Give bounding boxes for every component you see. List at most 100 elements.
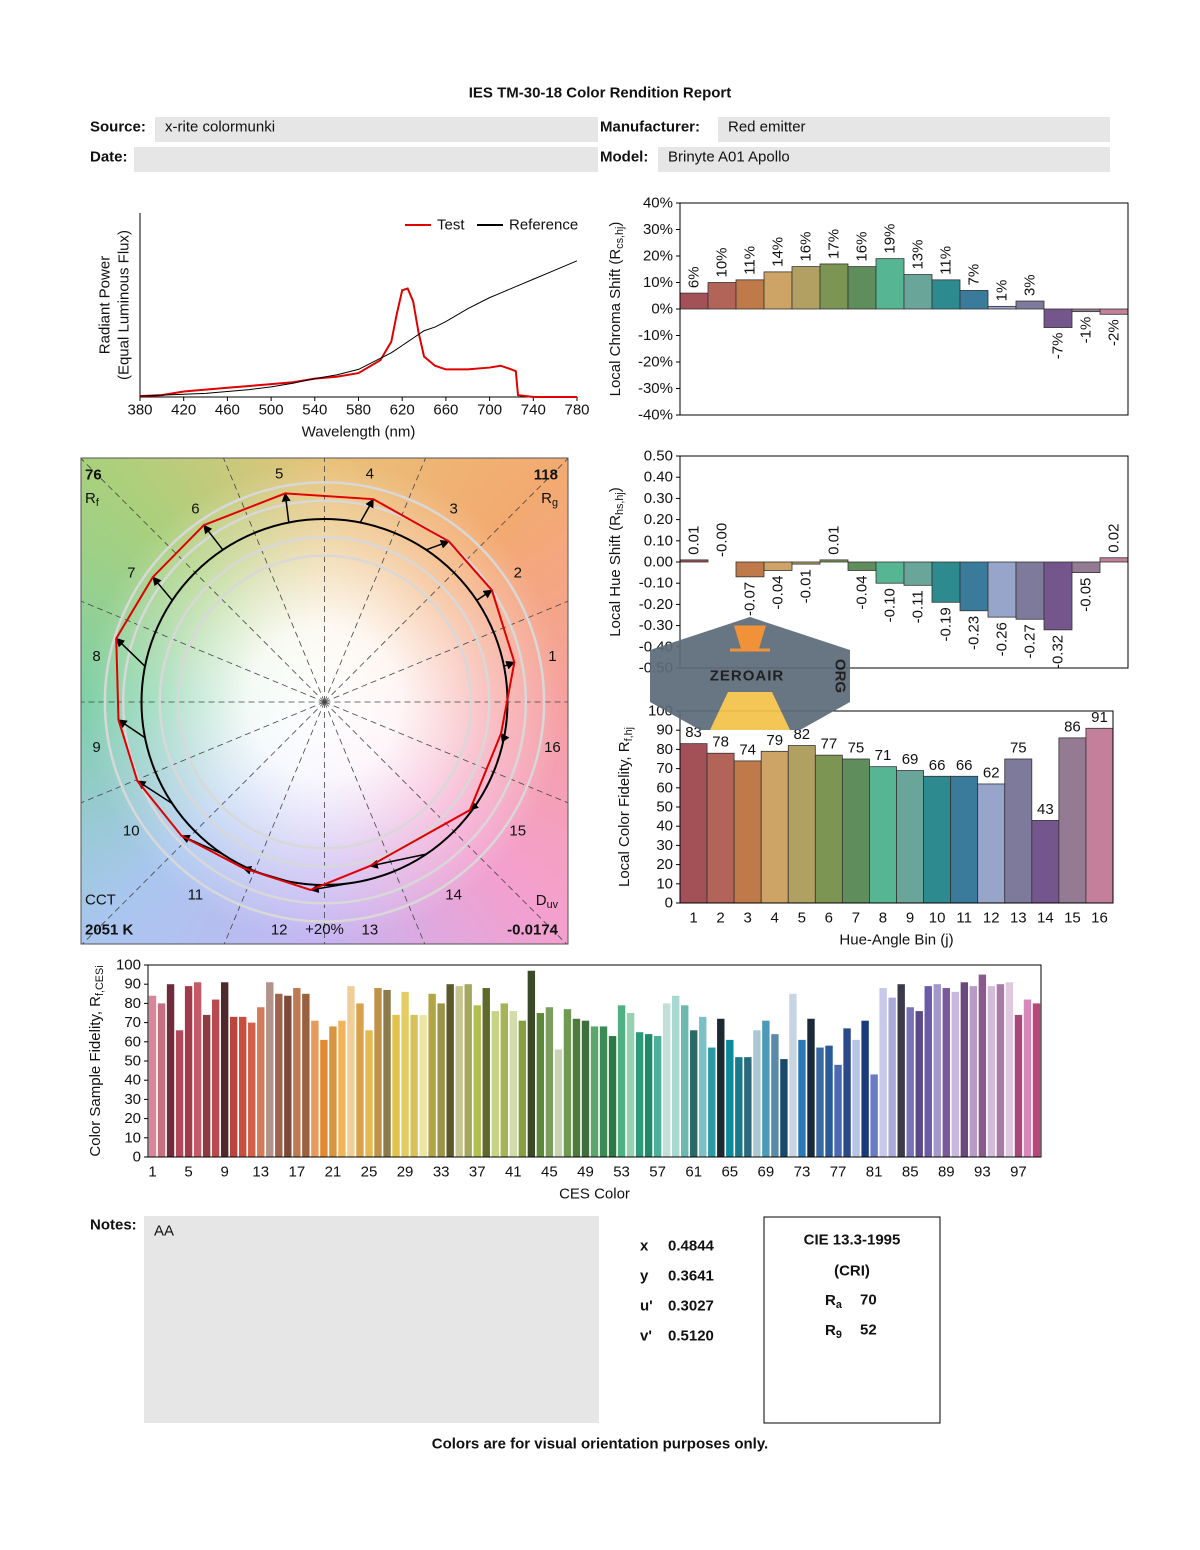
bar bbox=[166, 984, 175, 1157]
footer: Colors are for visual orientation purpos… bbox=[432, 1436, 768, 1453]
label-part: ) bbox=[607, 222, 624, 227]
duv-value: -0.0174 bbox=[507, 922, 559, 939]
x-tick-label: 45 bbox=[541, 1164, 558, 1181]
value-label: 69 bbox=[902, 751, 919, 768]
field-label: Source: bbox=[90, 119, 146, 136]
field-value: Red emitter bbox=[728, 119, 806, 136]
x-tick-label: 13 bbox=[252, 1164, 269, 1181]
bar bbox=[923, 775, 952, 904]
label-part: R bbox=[825, 1322, 836, 1339]
bin-label: 16 bbox=[544, 739, 561, 756]
value-label: 82 bbox=[793, 726, 810, 743]
y-tick-label: 10 bbox=[124, 1129, 141, 1146]
x-tick-label: 780 bbox=[564, 402, 589, 419]
bar bbox=[717, 1018, 725, 1157]
label-part: f,CESi bbox=[94, 965, 106, 996]
bar bbox=[875, 258, 905, 310]
bar bbox=[950, 775, 979, 904]
field-box bbox=[134, 147, 598, 172]
bin-label: 3 bbox=[449, 500, 457, 517]
bar bbox=[726, 1039, 734, 1157]
shift-arrow bbox=[136, 780, 173, 805]
bar bbox=[977, 783, 1006, 904]
bin-label: 7 bbox=[127, 564, 135, 581]
watermark-road bbox=[710, 692, 790, 730]
colorimetry-value: 0.4844 bbox=[668, 1238, 715, 1255]
y-tick-label: 0.10 bbox=[644, 532, 673, 549]
y-tick-label: 40% bbox=[643, 195, 673, 212]
bar bbox=[662, 1003, 671, 1157]
label-part: R bbox=[541, 490, 552, 507]
x-tick-label: 700 bbox=[477, 402, 502, 419]
field-value: x-rite colormunki bbox=[165, 119, 275, 136]
x-tick-label: 11 bbox=[956, 910, 972, 927]
value-label: 74 bbox=[739, 741, 756, 758]
value-label: 17% bbox=[826, 229, 843, 259]
value-label: 78 bbox=[712, 734, 729, 751]
bar bbox=[978, 974, 987, 1157]
bar bbox=[875, 561, 905, 584]
bin-label: 12 bbox=[271, 921, 288, 938]
value-label: -0.04 bbox=[770, 575, 787, 609]
bar bbox=[1014, 1014, 1023, 1157]
cct-label: CCT bbox=[85, 892, 116, 909]
value-label: -0.10 bbox=[882, 588, 899, 622]
bar bbox=[763, 561, 793, 571]
bar bbox=[1005, 982, 1014, 1157]
y-tick-label: 50 bbox=[656, 799, 673, 816]
bar bbox=[554, 1049, 563, 1157]
x-tick-label: 9 bbox=[220, 1164, 228, 1181]
x-tick-label: 5 bbox=[798, 910, 806, 927]
y-tick-label: 0% bbox=[651, 301, 673, 318]
x-tick-label: 12 bbox=[983, 910, 1000, 927]
value-label: 75 bbox=[1010, 740, 1027, 757]
bar bbox=[869, 766, 897, 904]
x-tick-label: 500 bbox=[259, 402, 284, 419]
y-tick-label: 20 bbox=[124, 1110, 141, 1127]
colorimetry-value: 0.3027 bbox=[668, 1298, 714, 1315]
x-tick-label: 9 bbox=[906, 910, 914, 927]
bar bbox=[679, 559, 709, 563]
x-tick-label: 460 bbox=[215, 402, 240, 419]
bar bbox=[931, 279, 961, 310]
bar bbox=[401, 991, 409, 1157]
x-tick-label: 380 bbox=[127, 402, 152, 419]
bin-label: 15 bbox=[509, 823, 526, 840]
label-part: 9 bbox=[836, 1329, 842, 1341]
bar bbox=[852, 1039, 860, 1157]
bar bbox=[590, 1026, 599, 1157]
value-label: -0.04 bbox=[854, 575, 871, 609]
bar bbox=[608, 1036, 617, 1157]
cri-box bbox=[763, 1216, 941, 1424]
bar bbox=[626, 1013, 635, 1157]
bin-divider bbox=[81, 701, 325, 944]
y-tick-label: -20% bbox=[638, 354, 673, 371]
field-box bbox=[658, 147, 1110, 172]
rg-label: Rg bbox=[541, 490, 558, 510]
rf-label: Rf bbox=[85, 490, 100, 510]
bar bbox=[239, 1016, 247, 1157]
bar bbox=[383, 989, 391, 1157]
y-tick-label: -10% bbox=[638, 327, 673, 344]
bar bbox=[1085, 727, 1114, 904]
value-label: 6% bbox=[686, 266, 703, 288]
value-label: -0.19 bbox=[938, 607, 955, 641]
y-tick-label: 90 bbox=[656, 722, 673, 739]
label-part: Local Chroma Shift (R bbox=[607, 249, 624, 397]
series-line bbox=[139, 287, 577, 398]
bar bbox=[771, 1034, 779, 1157]
cri-item-label: R9 bbox=[825, 1322, 842, 1342]
bar bbox=[735, 1057, 743, 1157]
bin-label: 11 bbox=[188, 887, 204, 904]
shift-arrow bbox=[503, 661, 516, 670]
label-part: hs,hj bbox=[614, 492, 626, 515]
bar bbox=[392, 1014, 400, 1157]
shift-arrow bbox=[115, 637, 146, 667]
bar bbox=[284, 995, 292, 1157]
bin-divider bbox=[223, 701, 325, 944]
bar bbox=[338, 1020, 346, 1157]
cri-subtitle: (CRI) bbox=[834, 1263, 870, 1280]
x-axis-label: Wavelength (nm) bbox=[302, 424, 416, 441]
bar bbox=[464, 984, 472, 1157]
y-axis-label: Color Sample Fidelity, Rf,CESi bbox=[87, 965, 107, 1156]
